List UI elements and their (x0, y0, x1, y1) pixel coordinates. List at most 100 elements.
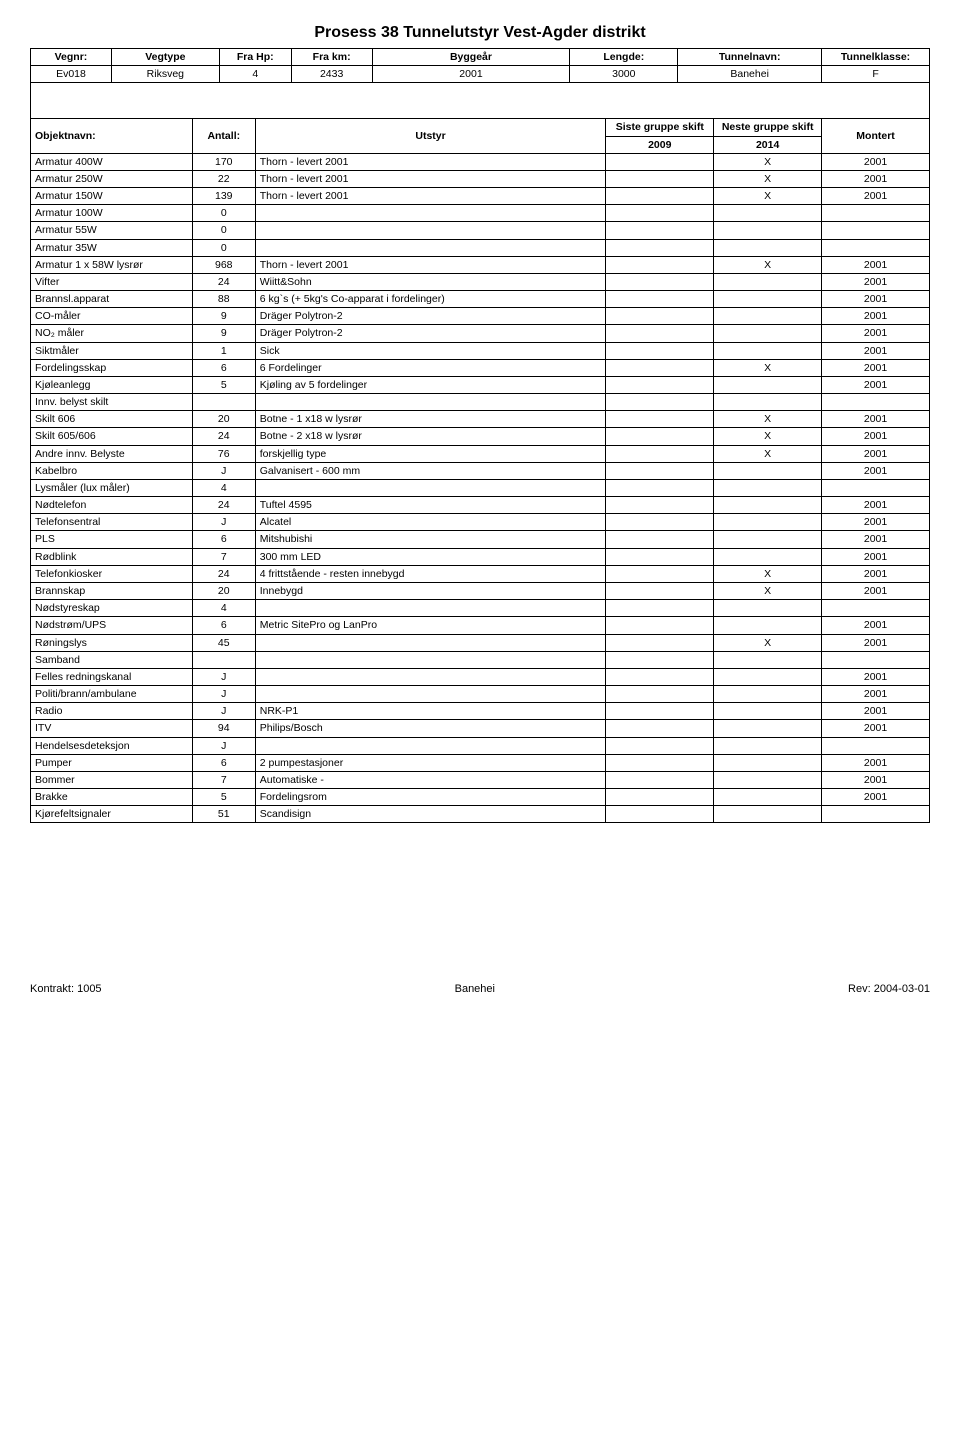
cell (606, 514, 714, 531)
cell: Innv. belyst skilt (31, 394, 193, 411)
table-row: Kjørefeltsignaler51Scandisign (31, 806, 930, 823)
cell (606, 273, 714, 290)
cell: 2001 (822, 170, 930, 187)
cell: Skilt 605/606 (31, 428, 193, 445)
cell: Vifter (31, 273, 193, 290)
cell (606, 428, 714, 445)
top-hdr-7: Tunnelklasse: (822, 49, 930, 66)
footer-center: Banehei (455, 983, 495, 995)
cell (714, 651, 822, 668)
table-row: Brannsl.apparat886 kg`s (+ 5kg's Co-appa… (31, 291, 930, 308)
cell: Metric SitePro og LanPro (255, 617, 606, 634)
cell: NO₂ måler (31, 325, 193, 342)
cell: Pumper (31, 754, 193, 771)
cell (606, 291, 714, 308)
cell: 2001 (822, 668, 930, 685)
cell: 9 (192, 325, 255, 342)
table-row: Vifter24Wiitt&Sohn2001 (31, 273, 930, 290)
cell: Thorn - levert 2001 (255, 256, 606, 273)
cell: PLS (31, 531, 193, 548)
table-row: Nødstyreskap4 (31, 600, 930, 617)
cell (822, 222, 930, 239)
table-row: Brakke5Fordelingsrom2001 (31, 789, 930, 806)
cell (255, 222, 606, 239)
cell (606, 376, 714, 393)
cell: Nødtelefon (31, 497, 193, 514)
table-row: Røningslys45X2001 (31, 634, 930, 651)
cell (606, 668, 714, 685)
cell: Sick (255, 342, 606, 359)
cell: 2001 (822, 548, 930, 565)
table-row: Fordelingsskap66 FordelingerX2001 (31, 359, 930, 376)
hdr-neste-year: 2014 (714, 136, 822, 153)
cell: Tuftel 4595 (255, 497, 606, 514)
cell: 2001 (822, 462, 930, 479)
cell: J (192, 668, 255, 685)
footer-left: Kontrakt: 1005 (30, 983, 102, 995)
cell (606, 342, 714, 359)
cell (606, 754, 714, 771)
cell (606, 445, 714, 462)
cell (606, 686, 714, 703)
cell (822, 479, 930, 496)
table-row: Armatur 35W0 (31, 239, 930, 256)
cell: 2 pumpestasjoner (255, 754, 606, 771)
cell: 2001 (822, 582, 930, 599)
cell: Brannskap (31, 582, 193, 599)
cell (255, 394, 606, 411)
table-row: Telefonkiosker244 frittstående - resten … (31, 565, 930, 582)
cell (606, 394, 714, 411)
cell: Mitshubishi (255, 531, 606, 548)
cell: Politi/brann/ambulane (31, 686, 193, 703)
cell: ITV (31, 720, 193, 737)
cell: Lysmåler (lux måler) (31, 479, 193, 496)
table-row: PLS6Mitshubishi2001 (31, 531, 930, 548)
cell: Rødblink (31, 548, 193, 565)
cell (255, 737, 606, 754)
cell (255, 239, 606, 256)
cell: 2001 (822, 617, 930, 634)
cell: 2001 (822, 411, 930, 428)
cell: X (714, 582, 822, 599)
cell: J (192, 462, 255, 479)
cell: Armatur 55W (31, 222, 193, 239)
cell (822, 651, 930, 668)
cell (606, 634, 714, 651)
hdr-antall: Antall: (192, 119, 255, 153)
table-row: Armatur 250W22Thorn - levert 2001X2001 (31, 170, 930, 187)
top-hdr-4: Byggeår (372, 49, 570, 66)
top-cell-6: Banehei (678, 66, 822, 83)
cell (714, 771, 822, 788)
cell: Armatur 1 x 58W lysrør (31, 256, 193, 273)
table-row: Politi/brann/ambulaneJ2001 (31, 686, 930, 703)
cell: 24 (192, 565, 255, 582)
cell: 88 (192, 291, 255, 308)
cell (714, 754, 822, 771)
cell: 20 (192, 411, 255, 428)
table-row: Kjøleanlegg5Kjøling av 5 fordelinger2001 (31, 376, 930, 393)
cell (255, 205, 606, 222)
table-row: Rødblink7300 mm LED2001 (31, 548, 930, 565)
cell: 2001 (822, 771, 930, 788)
cell: X (714, 428, 822, 445)
table-row: Brannskap20InnebygdX2001 (31, 582, 930, 599)
table-row: RadioJNRK-P12001 (31, 703, 930, 720)
cell: Fordelingsrom (255, 789, 606, 806)
table-row: Armatur 400W170Thorn - levert 2001X2001 (31, 153, 930, 170)
cell: X (714, 256, 822, 273)
cell: X (714, 634, 822, 651)
table-row: Nødstrøm/UPS6Metric SitePro og LanPro200… (31, 617, 930, 634)
cell: 2001 (822, 359, 930, 376)
cell (714, 394, 822, 411)
section-gap (31, 83, 930, 120)
cell: 51 (192, 806, 255, 823)
cell: Botne - 1 x18 w lysrør (255, 411, 606, 428)
table-row: HendelsesdeteksjonJ (31, 737, 930, 754)
cell (714, 668, 822, 685)
cell (606, 737, 714, 754)
cell (714, 703, 822, 720)
cell: 22 (192, 170, 255, 187)
cell: 24 (192, 428, 255, 445)
cell (606, 359, 714, 376)
cell: 170 (192, 153, 255, 170)
